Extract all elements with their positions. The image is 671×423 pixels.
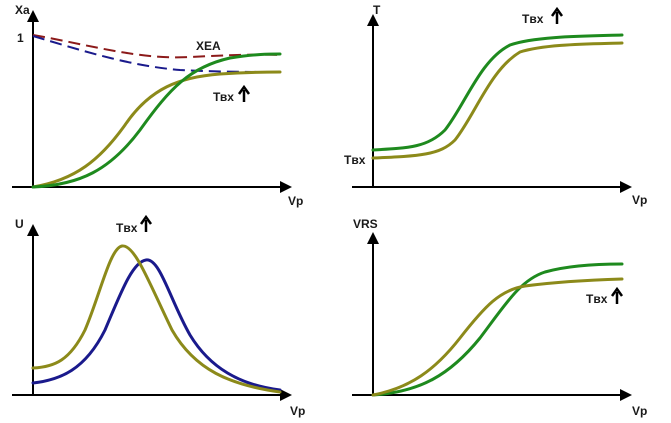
t-in-label: Твх: [213, 90, 234, 104]
x-axis-label: Vp: [290, 404, 305, 418]
vrs-curve-high-t: [371, 262, 624, 397]
t-curve-low-t: [371, 41, 624, 160]
x-axis-label: Vp: [632, 404, 647, 418]
t-curve-high-t: [371, 33, 624, 152]
y-axis-label: U: [15, 217, 24, 231]
y-axis-label: Xa: [15, 3, 30, 17]
xa-curve-low-t: [31, 70, 282, 189]
u-curve-low-t: [31, 244, 282, 394]
x-axis-arrow: [620, 389, 632, 401]
t-in-label: Tвх: [116, 221, 138, 235]
x-axis-arrow: [280, 181, 292, 193]
y-axis-label: T: [373, 3, 381, 17]
xea-label: XEA: [196, 39, 221, 53]
y-axis-label: VRS: [353, 217, 378, 231]
u-curve-high-t: [31, 258, 282, 392]
arrow-up-icon: [610, 286, 624, 304]
panel-t-vs-vp: T Vp Tвх Tвх: [344, 3, 647, 207]
panel-xa-vs-vp: Xa 1 Vp XEA Твх: [12, 3, 303, 208]
y-axis-arrow: [367, 232, 379, 244]
arrow-up-icon: [550, 6, 564, 24]
arrow-up-icon: [237, 84, 251, 102]
t-in-label: Tвх: [522, 12, 544, 26]
y-axis-arrow: [367, 14, 379, 26]
y-axis-arrow: [27, 224, 39, 236]
tick-one-label: 1: [17, 31, 24, 45]
x-axis-label: Vp: [632, 193, 647, 207]
t-in-label: Tвх: [586, 292, 608, 306]
vrs-curve-low-t: [371, 277, 624, 397]
x-axis-arrow: [280, 389, 292, 401]
y-axis-arrow: [27, 10, 39, 22]
panel-vrs-vs-vp: VRS Vp Tвх: [352, 217, 647, 418]
panel-u-vs-vp: U Vp Tвх: [12, 214, 305, 418]
x-axis-arrow: [620, 181, 632, 193]
arrow-up-icon: [139, 214, 153, 232]
x-axis-label: Vp: [288, 194, 303, 208]
t-in-left-label: Tвх: [344, 153, 366, 167]
xa-curve-high-t: [31, 52, 282, 189]
